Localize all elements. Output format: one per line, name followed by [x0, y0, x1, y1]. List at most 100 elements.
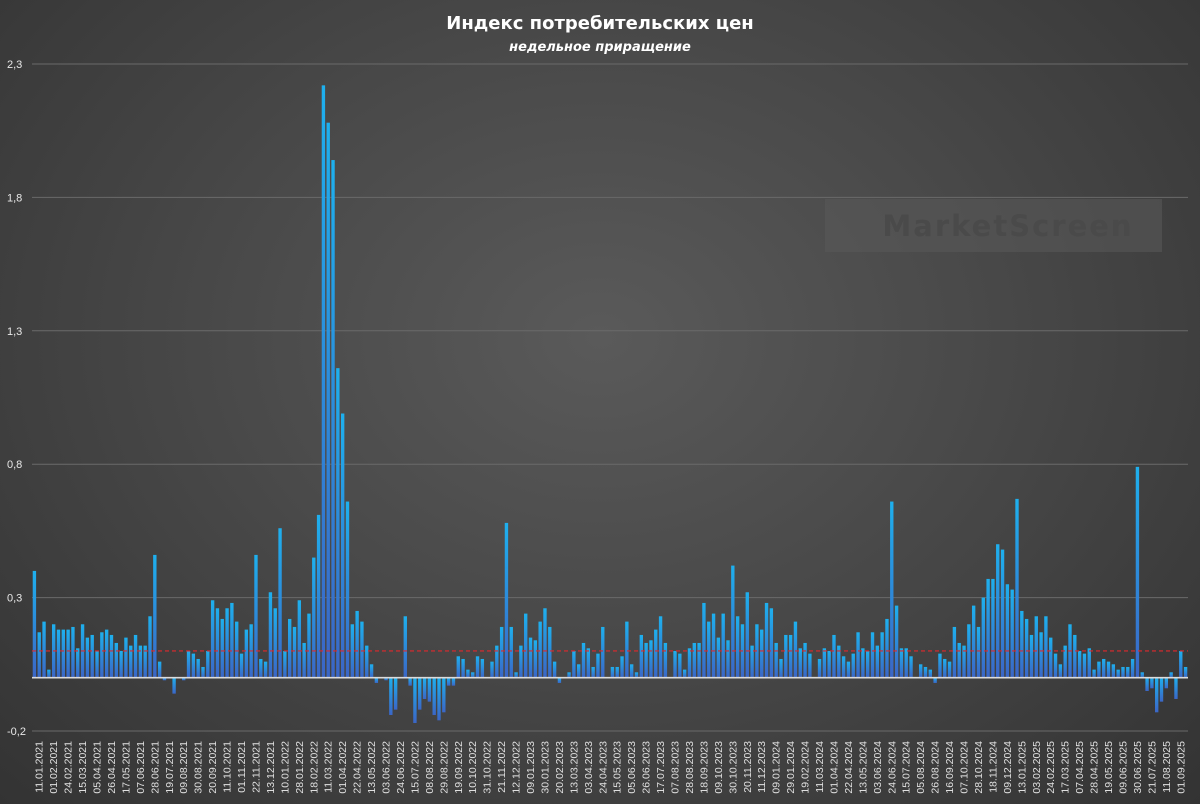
bar — [957, 642, 961, 678]
bar — [528, 637, 533, 678]
watermark: MarketScreen — [882, 209, 1133, 243]
x-tick-label: 28.10.2024 — [973, 741, 985, 794]
x-tick-label: 29.08.2022 — [438, 741, 450, 794]
x-tick-label: 05.06.2023 — [626, 741, 638, 794]
bar — [735, 616, 740, 678]
bar — [1010, 589, 1014, 678]
bar — [774, 642, 778, 678]
bar — [504, 522, 509, 678]
bar — [138, 645, 143, 678]
bar — [750, 645, 754, 678]
bar — [822, 648, 827, 678]
bar — [1087, 648, 1091, 678]
x-tick-label: 26.04.2021 — [106, 741, 118, 794]
bar — [418, 677, 422, 710]
bar — [837, 645, 841, 678]
x-tick-label: 13.03.2023 — [568, 741, 580, 794]
bar — [283, 650, 287, 678]
bar — [490, 661, 494, 678]
bar — [1135, 466, 1140, 678]
bar — [731, 565, 735, 678]
bar — [331, 160, 335, 678]
bar — [538, 621, 542, 678]
bar — [875, 645, 880, 678]
bar — [153, 554, 157, 678]
x-tick-label: 01.09.2025 — [1175, 741, 1187, 794]
x-tick-label: 18.11.2024 — [987, 741, 999, 793]
x-tick-label: 16.09.2024 — [944, 741, 956, 794]
bar — [1140, 672, 1144, 678]
bar — [1092, 669, 1096, 678]
bar — [56, 629, 61, 678]
bar — [1073, 634, 1077, 678]
bar — [596, 653, 600, 678]
bar — [552, 661, 557, 678]
bar — [182, 677, 186, 681]
bar — [495, 645, 499, 678]
bar — [861, 648, 865, 678]
bar — [220, 618, 224, 678]
bar — [446, 677, 451, 686]
bar — [586, 648, 591, 678]
x-tick-label: 08.08.2022 — [424, 741, 436, 794]
bar — [76, 648, 80, 678]
bar — [1145, 677, 1149, 691]
x-tick-label: 09.12.2024 — [1002, 741, 1014, 794]
bar — [148, 616, 152, 678]
bar — [47, 669, 51, 678]
x-tick-label: 12.12.2022 — [511, 741, 523, 794]
bar — [471, 672, 475, 678]
bar — [981, 597, 985, 678]
bar — [846, 661, 851, 678]
bar — [673, 650, 677, 678]
bar — [1053, 653, 1058, 678]
bar — [1005, 584, 1010, 678]
bar — [90, 634, 94, 678]
bar — [466, 669, 470, 678]
bar — [1111, 664, 1116, 678]
bar — [1174, 677, 1178, 699]
x-tick-label: 19.02.2024 — [800, 741, 812, 794]
bar — [947, 661, 952, 678]
bar — [268, 592, 273, 678]
bar — [697, 642, 701, 678]
x-tick-label: 24.02.2021 — [63, 741, 75, 794]
bar — [557, 677, 562, 683]
bar — [649, 640, 653, 678]
bar — [263, 661, 268, 678]
x-tick-label: 21.11.2022 — [496, 741, 508, 793]
x-tick-label: 07.04.2025 — [1074, 741, 1086, 794]
bar — [307, 613, 311, 678]
x-tick-label: 13.12.2021 — [265, 741, 277, 794]
bar — [779, 658, 783, 678]
bar — [909, 656, 913, 678]
x-tick-label: 30.01.2023 — [540, 741, 552, 794]
bar — [986, 578, 990, 678]
bar — [393, 677, 398, 710]
x-tick-label: 05.08.2024 — [915, 741, 927, 794]
bar — [186, 650, 191, 678]
y-tick-label: 1,3 — [7, 326, 22, 338]
bar — [427, 677, 432, 702]
bar — [899, 648, 904, 678]
bar — [625, 621, 629, 678]
bar — [543, 608, 547, 678]
x-tick-label: 01.04.2024 — [829, 741, 841, 794]
bar — [1015, 498, 1019, 678]
bar — [1150, 677, 1154, 689]
x-tick-label: 19.09.2022 — [453, 741, 465, 794]
bar — [360, 621, 364, 678]
bar — [157, 661, 162, 678]
bar — [1130, 658, 1135, 678]
bar — [278, 528, 282, 678]
y-tick-label: 0,8 — [7, 459, 22, 471]
chart-subtitle: недельное приращение — [509, 40, 691, 55]
bar — [629, 664, 634, 678]
bar — [1169, 672, 1173, 678]
bar — [784, 634, 788, 678]
bars-layer — [32, 85, 1188, 723]
bar — [1029, 634, 1034, 678]
x-tick-label: 30.06.2025 — [1132, 741, 1144, 794]
bar — [316, 514, 321, 678]
